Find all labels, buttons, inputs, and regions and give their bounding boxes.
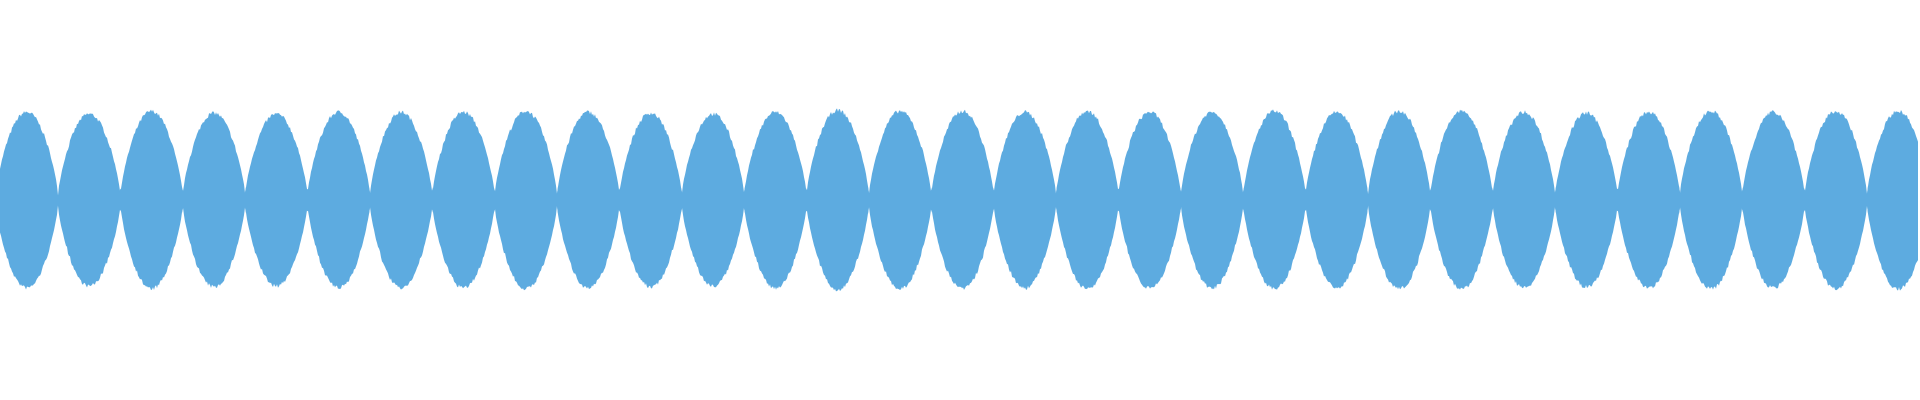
waveform-lobe bbox=[245, 113, 308, 288]
waveform-lobe bbox=[1804, 111, 1868, 291]
waveform-lobe bbox=[993, 110, 1057, 290]
waveform-lobes bbox=[0, 108, 1918, 292]
waveform-lobe bbox=[1243, 109, 1306, 290]
waveform-lobe bbox=[120, 109, 183, 291]
waveform-lobe bbox=[1430, 109, 1493, 290]
waveform-lobe bbox=[1867, 110, 1918, 291]
waveform-lobe bbox=[58, 113, 121, 288]
waveform-lobe bbox=[1555, 111, 1618, 288]
waveform-lobe bbox=[432, 110, 495, 289]
waveform-lobe bbox=[182, 111, 246, 288]
waveform-lobe bbox=[1056, 110, 1119, 290]
waveform-lobe bbox=[1118, 111, 1181, 289]
waveform-lobe bbox=[619, 112, 682, 289]
waveform-lobe bbox=[1305, 110, 1368, 289]
waveform-lobe bbox=[557, 110, 620, 290]
waveform-lobe bbox=[494, 110, 558, 291]
waveform-lobe bbox=[307, 110, 370, 290]
waveform-lobe bbox=[806, 108, 869, 292]
waveform-lobe bbox=[0, 111, 58, 290]
waveform-lobe bbox=[369, 110, 433, 290]
waveform-lobe bbox=[1367, 110, 1431, 290]
waveform-lobe bbox=[1492, 110, 1556, 289]
waveform-lobe bbox=[1617, 111, 1680, 289]
waveform-lobe bbox=[868, 110, 932, 290]
waveform-lobe bbox=[744, 111, 807, 290]
waveform-lobe bbox=[1742, 110, 1805, 289]
waveform-lobe bbox=[931, 109, 994, 290]
waveform-lobe bbox=[1180, 111, 1244, 290]
waveform-lobe bbox=[681, 112, 745, 288]
waveform-lobe bbox=[1679, 110, 1743, 290]
